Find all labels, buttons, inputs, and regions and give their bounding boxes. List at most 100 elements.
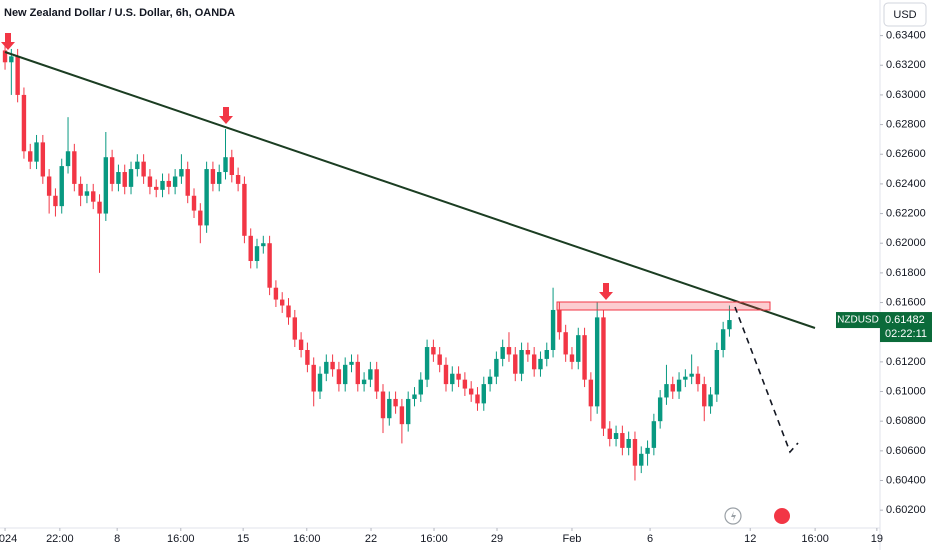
candle-body bbox=[361, 379, 367, 385]
candle-body bbox=[166, 180, 172, 187]
candle-body bbox=[298, 339, 304, 350]
candle-body bbox=[217, 172, 222, 184]
candle-body bbox=[374, 369, 379, 392]
candle-body bbox=[65, 151, 71, 167]
arrow bbox=[599, 283, 613, 300]
candle-body bbox=[544, 350, 549, 359]
candle-body bbox=[607, 428, 612, 439]
candle-body bbox=[506, 347, 512, 355]
candle-body bbox=[210, 169, 216, 184]
y-tick-label: 0.60400 bbox=[886, 474, 926, 486]
candle-body bbox=[456, 373, 461, 380]
candle-body bbox=[588, 379, 594, 407]
candle-body bbox=[418, 379, 423, 395]
candle-body bbox=[702, 384, 707, 407]
y-tick-label: 0.60800 bbox=[886, 415, 926, 427]
candle-body bbox=[594, 317, 600, 407]
candle-body bbox=[267, 243, 272, 288]
candle-body bbox=[525, 350, 531, 355]
candle-body bbox=[569, 354, 575, 362]
candle-body bbox=[563, 332, 568, 355]
x-tick-label: 8 bbox=[114, 533, 120, 545]
x-tick-label: 29 bbox=[491, 533, 503, 545]
candle-body bbox=[657, 397, 663, 422]
candle-body bbox=[280, 299, 285, 306]
candle-body bbox=[664, 384, 669, 398]
y-tick-label: 0.62600 bbox=[886, 148, 926, 160]
candle-body bbox=[727, 320, 732, 330]
candle-body bbox=[286, 305, 291, 318]
resistance-zone bbox=[556, 301, 771, 311]
event-icon[interactable] bbox=[724, 507, 742, 525]
x-tick-label: 12 bbox=[744, 533, 756, 545]
candle-body bbox=[462, 379, 468, 389]
x-tick-label: 22:00 bbox=[46, 533, 74, 545]
candle-body bbox=[28, 151, 33, 162]
candle-body bbox=[147, 176, 153, 187]
candle-body bbox=[248, 235, 253, 262]
y-tick-label: 0.61200 bbox=[886, 356, 926, 368]
y-tick-label: 0.61600 bbox=[886, 296, 926, 308]
candle-body bbox=[179, 169, 184, 177]
candle-body bbox=[620, 433, 625, 448]
candle-body bbox=[254, 246, 260, 262]
candle-body bbox=[109, 157, 115, 184]
candle-body bbox=[443, 364, 449, 385]
candle-body bbox=[342, 364, 348, 385]
candle-body bbox=[450, 373, 455, 385]
candle-body bbox=[437, 354, 442, 365]
candle-body bbox=[198, 210, 203, 226]
candle-body bbox=[632, 438, 638, 466]
currency-button[interactable] bbox=[883, 2, 927, 27]
y-tick-label: 0.63000 bbox=[886, 89, 926, 101]
candle-body bbox=[481, 384, 486, 404]
x-tick-label: 16:00 bbox=[293, 533, 321, 545]
candle-body bbox=[676, 379, 682, 392]
candle-body bbox=[9, 56, 14, 63]
y-tick-label: 0.61800 bbox=[886, 267, 926, 279]
candle-body bbox=[324, 361, 329, 374]
last-price-tag bbox=[880, 312, 932, 343]
x-tick-label: 19 bbox=[871, 533, 883, 545]
y-tick-label: 0.63200 bbox=[886, 59, 926, 71]
candle-body bbox=[424, 347, 430, 380]
arrows bbox=[1, 33, 613, 300]
candle-body bbox=[160, 180, 165, 190]
candle-body bbox=[128, 169, 134, 187]
trend-line bbox=[4, 51, 816, 329]
candle-body bbox=[405, 398, 411, 425]
candle-body bbox=[191, 195, 197, 211]
candle-body bbox=[40, 142, 46, 177]
candle-body bbox=[78, 183, 83, 196]
chart-title: New Zealand Dollar / U.S. Dollar, 6h, OA… bbox=[4, 7, 235, 19]
candle-body bbox=[494, 358, 499, 377]
candle-body bbox=[330, 361, 335, 370]
candle-body bbox=[531, 354, 537, 370]
y-tick-label: 0.62000 bbox=[886, 237, 926, 249]
arrow bbox=[219, 107, 233, 124]
candle-body bbox=[273, 287, 279, 300]
candle-body bbox=[431, 347, 436, 355]
x-tick-label: Feb bbox=[562, 533, 581, 545]
candle-body bbox=[601, 317, 606, 429]
candle-body bbox=[336, 369, 342, 385]
candle-body bbox=[311, 364, 316, 392]
y-tick-label: 0.62200 bbox=[886, 207, 926, 219]
candle-body bbox=[72, 151, 77, 184]
event-icon[interactable] bbox=[774, 508, 790, 524]
candle-body bbox=[708, 394, 713, 407]
candle-body bbox=[59, 166, 64, 207]
candle-body bbox=[34, 142, 39, 162]
candle-body bbox=[204, 169, 209, 226]
candle-body bbox=[235, 175, 241, 184]
candle-body bbox=[97, 201, 102, 214]
candle-body bbox=[582, 335, 587, 380]
candle-body bbox=[355, 361, 360, 385]
y-tick-label: 0.61000 bbox=[886, 385, 926, 397]
candle-body bbox=[487, 376, 493, 385]
candle-body bbox=[84, 191, 90, 196]
candle-body bbox=[103, 157, 109, 214]
candle-body bbox=[500, 347, 505, 359]
candle-body bbox=[46, 176, 52, 196]
